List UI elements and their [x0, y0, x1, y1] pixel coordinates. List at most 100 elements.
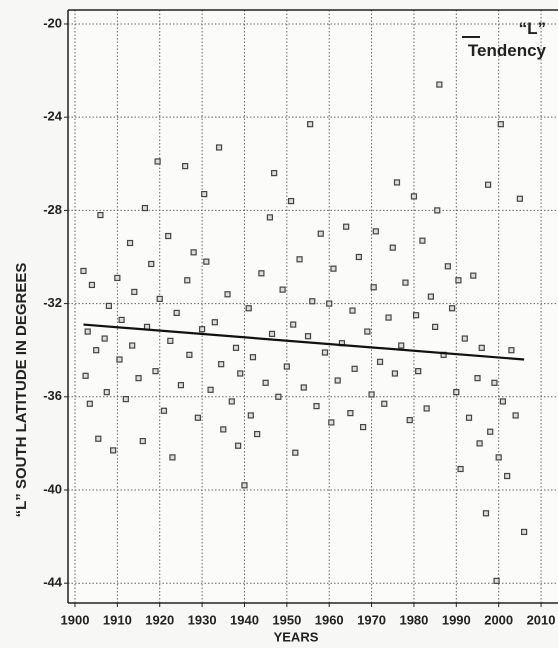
data-point [154, 158, 161, 165]
x-tick-label: 1900 [61, 612, 90, 627]
data-point [461, 335, 468, 342]
data-point [114, 274, 121, 282]
data-point [355, 253, 362, 261]
data-point [381, 400, 388, 407]
data-point [508, 347, 515, 354]
data-point [491, 379, 498, 386]
data-point [262, 379, 269, 386]
data-point [321, 349, 329, 356]
trend-line [83, 323, 525, 361]
data-point [118, 316, 125, 323]
x-tick-label: 1990 [442, 612, 471, 627]
data-point [156, 295, 163, 303]
data-point [465, 414, 473, 421]
data-point [224, 291, 231, 298]
data-point [478, 344, 485, 351]
data-point [110, 447, 117, 454]
data-point [436, 81, 443, 88]
data-point [84, 328, 91, 335]
data-point [347, 410, 354, 417]
data-point [237, 370, 244, 377]
data-point [279, 286, 286, 293]
data-point [351, 365, 358, 372]
data-point [370, 284, 377, 291]
data-point [419, 237, 426, 244]
data-point [160, 407, 168, 414]
y-tick-label: -32 [43, 295, 62, 310]
data-point [93, 347, 100, 354]
x-tick-label: 1940 [230, 612, 259, 627]
x-tick-label: 1980 [399, 612, 428, 627]
data-point [516, 195, 523, 202]
data-point [368, 391, 375, 398]
data-point [129, 342, 136, 349]
x-tick-label: 1930 [188, 612, 217, 627]
data-point [326, 300, 333, 307]
y-tick-label: -28 [43, 202, 62, 217]
data-point [268, 330, 276, 337]
data-point [173, 309, 180, 317]
data-point [80, 267, 87, 275]
data-point [432, 323, 439, 330]
data-point [82, 372, 89, 379]
legend-label: “L” Tendency [467, 19, 546, 60]
data-point [412, 312, 420, 319]
data-point [258, 270, 265, 277]
data-point [448, 305, 456, 312]
data-point [423, 405, 430, 412]
data-point [203, 258, 210, 265]
data-point [86, 400, 93, 407]
data-point [271, 170, 278, 177]
x-tick-label: 1970 [357, 612, 386, 627]
data-point [300, 384, 307, 391]
y-tick-label: -40 [43, 481, 62, 496]
data-point [393, 179, 401, 186]
data-point [266, 214, 273, 221]
data-point [190, 249, 197, 256]
data-point [385, 314, 392, 321]
data-point [218, 361, 225, 368]
x-tick-label: 2010 [527, 612, 556, 627]
data-point [292, 449, 299, 456]
data-point [211, 319, 218, 326]
data-point [283, 363, 290, 370]
y-axis-label: “L” SOUTH LATITUDE IN DEGREES [13, 263, 30, 518]
data-point [152, 368, 159, 375]
data-point [455, 277, 462, 284]
data-point [504, 472, 511, 480]
data-point [457, 465, 464, 473]
data-point [122, 396, 129, 403]
data-point [245, 305, 252, 312]
data-point [232, 344, 240, 351]
data-point [135, 375, 142, 382]
data-point [343, 223, 350, 230]
data-point [410, 193, 418, 200]
data-point [398, 342, 405, 349]
data-point [334, 377, 341, 384]
data-point [415, 368, 422, 375]
data-point [389, 244, 396, 251]
x-tick-label: 1920 [145, 612, 174, 627]
data-point [493, 577, 500, 584]
data-point [220, 426, 227, 433]
data-point [474, 375, 481, 382]
legend-symbol [462, 36, 480, 38]
data-point [101, 335, 108, 342]
data-point [165, 232, 172, 240]
data-point [235, 442, 242, 449]
data-point [141, 204, 149, 212]
data-point [290, 321, 297, 328]
y-tick-label: -44 [43, 575, 63, 590]
data-point [444, 263, 451, 270]
data-point [476, 440, 483, 447]
data-point [105, 302, 112, 310]
data-point [126, 239, 134, 247]
data-point [184, 277, 191, 284]
y-tick-label: -24 [43, 109, 63, 124]
plot-area [68, 10, 558, 603]
data-point [139, 437, 146, 445]
data-point [391, 370, 398, 377]
data-point [88, 281, 96, 289]
data-point [307, 121, 314, 128]
